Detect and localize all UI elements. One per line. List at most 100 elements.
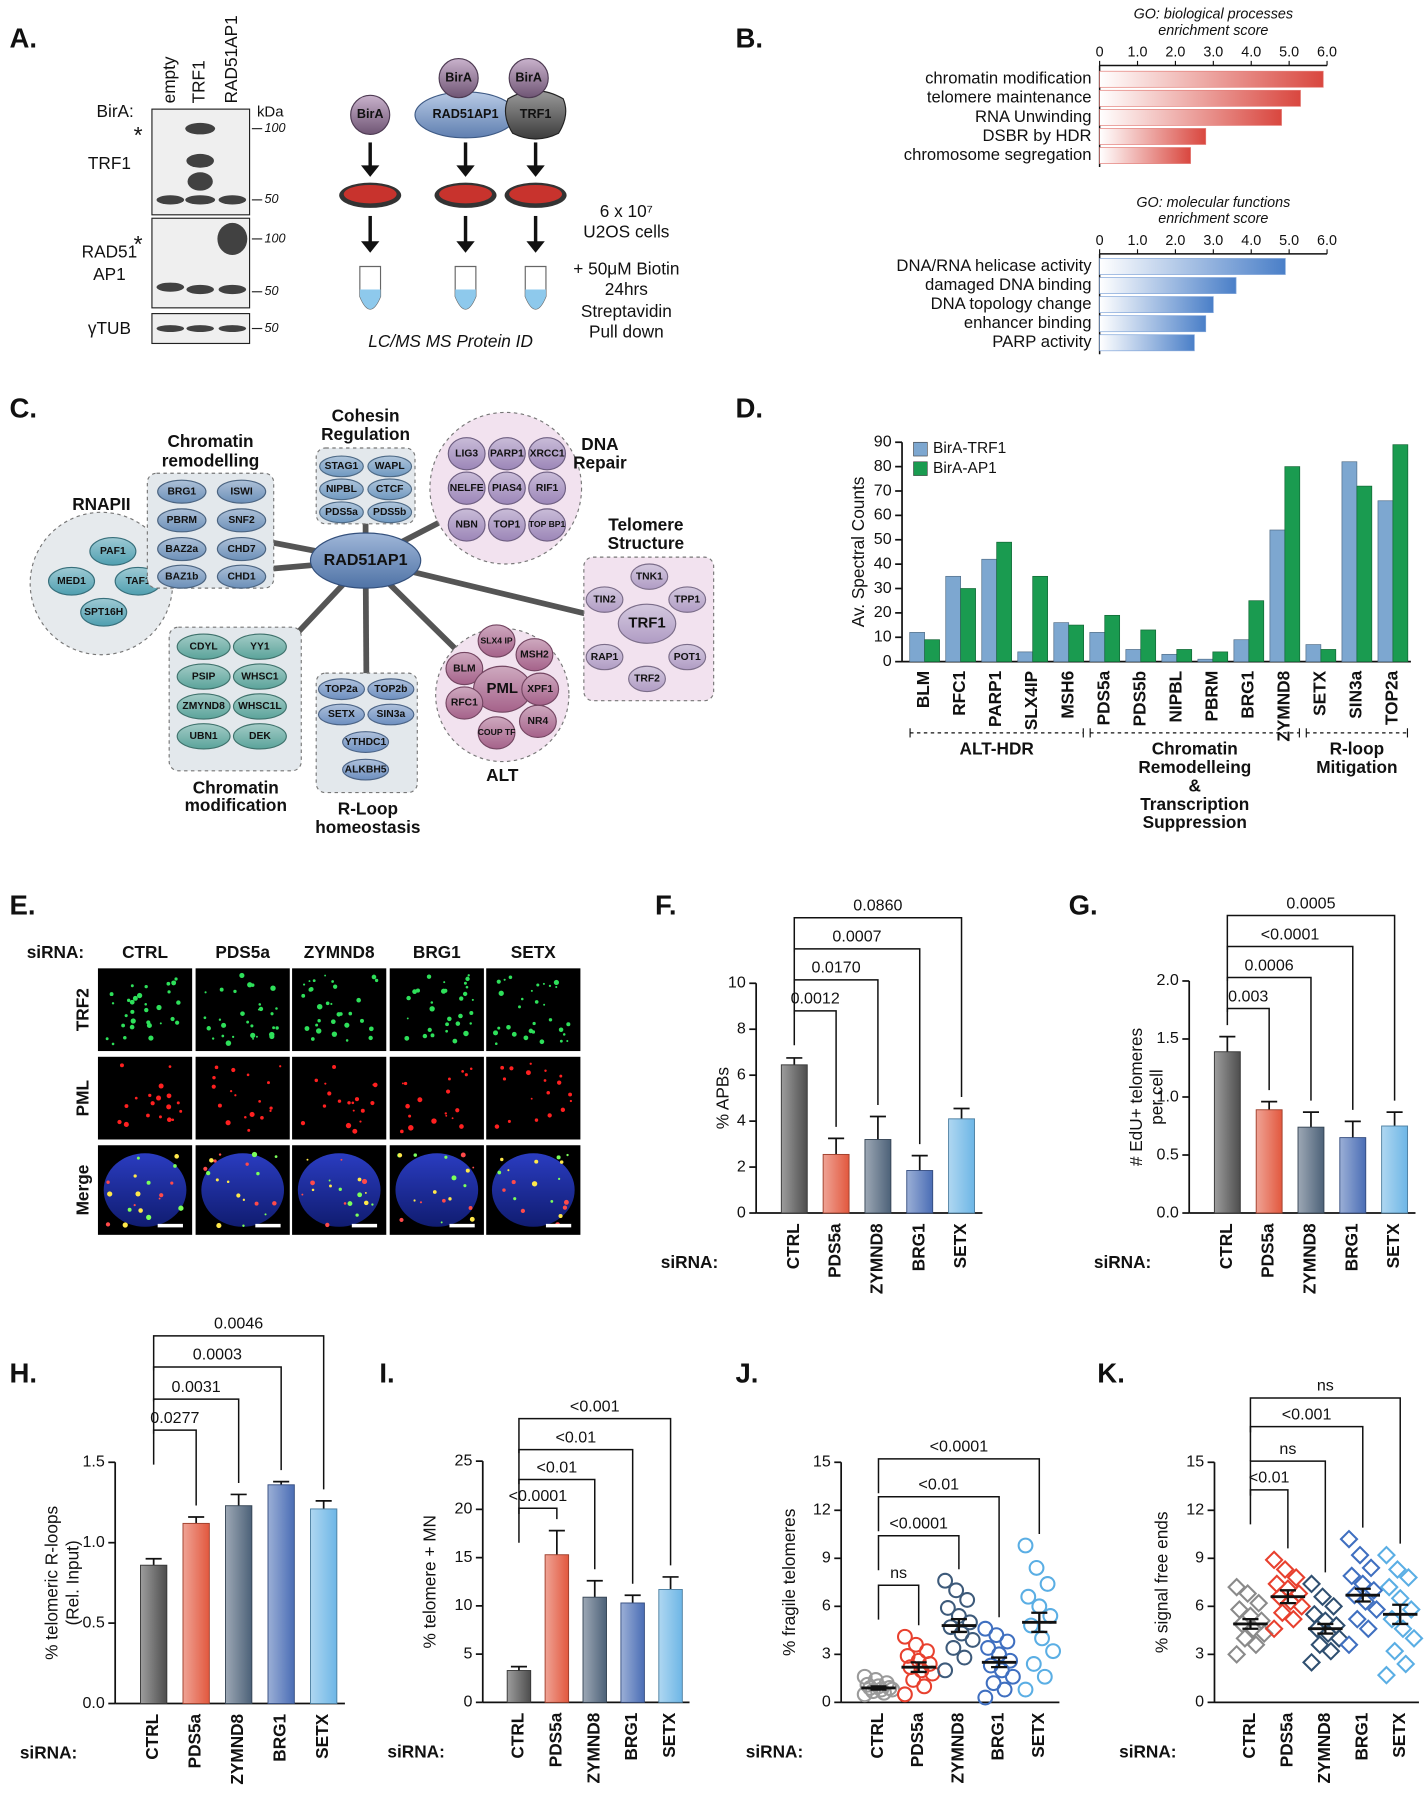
data-point bbox=[1385, 1641, 1405, 1661]
focus bbox=[455, 1108, 460, 1113]
bar bbox=[310, 1508, 338, 1704]
data-point bbox=[1342, 1566, 1362, 1586]
significance-bracket bbox=[1226, 914, 1396, 1101]
focus bbox=[345, 1039, 349, 1042]
group-label: Mitigation bbox=[1316, 757, 1397, 777]
focus bbox=[317, 1018, 321, 1023]
focus bbox=[553, 979, 560, 986]
data-point bbox=[1382, 1609, 1402, 1629]
focus bbox=[544, 1069, 547, 1072]
significance-bracket bbox=[518, 1478, 596, 1570]
chart-title: GO: molecular functions bbox=[1136, 195, 1290, 211]
focus bbox=[363, 1200, 369, 1206]
focus bbox=[546, 1090, 551, 1095]
focus bbox=[469, 1022, 472, 1025]
focus bbox=[465, 1168, 470, 1173]
bar bbox=[1099, 277, 1237, 294]
focus bbox=[422, 1033, 428, 1039]
focus bbox=[242, 1224, 245, 1227]
protein-label: STAG1 bbox=[325, 461, 359, 472]
focus bbox=[212, 1075, 216, 1080]
category-label: telomere maintenance bbox=[927, 88, 1092, 107]
fusion-label: TRF1 bbox=[520, 107, 552, 121]
focus bbox=[357, 1177, 362, 1182]
column-label: CTRL bbox=[122, 942, 168, 962]
focus bbox=[562, 1033, 566, 1036]
data-point bbox=[1227, 1644, 1247, 1664]
protein-node bbox=[617, 603, 677, 644]
focus bbox=[308, 987, 313, 992]
blot-band bbox=[186, 325, 214, 332]
x-tick-label: PDS5a bbox=[1093, 670, 1113, 725]
focus bbox=[528, 1028, 534, 1034]
panel-label: E. bbox=[10, 890, 36, 921]
focus bbox=[557, 1080, 562, 1085]
protein-label: TOP2a bbox=[325, 684, 358, 695]
focus bbox=[144, 1007, 149, 1013]
significance-label: <0.0001 bbox=[1261, 925, 1320, 943]
focus bbox=[494, 1124, 500, 1129]
focus bbox=[231, 1035, 235, 1039]
focus bbox=[469, 1067, 473, 1070]
x-tick-label: 3.0 bbox=[1203, 233, 1223, 249]
bar bbox=[1255, 1109, 1283, 1214]
focus bbox=[547, 1113, 552, 1118]
focus bbox=[312, 979, 316, 983]
focus bbox=[532, 1021, 536, 1026]
bar bbox=[658, 1589, 683, 1703]
focus bbox=[397, 1153, 403, 1158]
bar bbox=[1099, 334, 1195, 352]
focus bbox=[130, 984, 134, 988]
protein-node bbox=[477, 624, 516, 658]
bar bbox=[1017, 651, 1034, 662]
protein-node bbox=[342, 758, 390, 781]
data-point bbox=[1249, 1593, 1269, 1613]
data-point bbox=[1235, 1628, 1255, 1648]
panel-label: H. bbox=[10, 1357, 38, 1388]
protein-label: SLX4 IP bbox=[481, 635, 513, 645]
blot-band bbox=[156, 325, 185, 332]
focus bbox=[215, 1178, 219, 1182]
focus bbox=[178, 1205, 184, 1211]
y-tick-label: 25 bbox=[455, 1451, 473, 1469]
focus bbox=[569, 1099, 573, 1103]
focus bbox=[440, 1221, 443, 1224]
y-tick-label: 10 bbox=[874, 628, 892, 646]
focus bbox=[331, 1031, 338, 1037]
column-label: ZYMND8 bbox=[304, 942, 375, 962]
significance-bracket bbox=[1226, 1007, 1270, 1091]
focus bbox=[168, 1065, 172, 1068]
data-point bbox=[1396, 1654, 1416, 1674]
protein-label: BLM bbox=[453, 663, 475, 674]
focus bbox=[111, 1002, 115, 1005]
significance-bracket bbox=[152, 1366, 282, 1471]
focus bbox=[559, 1160, 564, 1164]
focus bbox=[539, 1039, 545, 1045]
focus bbox=[327, 1091, 332, 1096]
x-prefix: siRNA: bbox=[20, 1743, 77, 1763]
panel-label: B. bbox=[735, 22, 763, 53]
protein-label: PDS5b bbox=[373, 507, 406, 518]
focus bbox=[270, 1012, 274, 1016]
focus bbox=[371, 974, 377, 980]
focus bbox=[430, 1001, 434, 1004]
x-tick-label: BRG1 bbox=[1237, 670, 1257, 718]
focus bbox=[523, 1035, 529, 1041]
bar bbox=[1392, 444, 1409, 662]
y-tick-label: 0 bbox=[737, 1203, 746, 1221]
significance-label: <0.01 bbox=[555, 1428, 596, 1446]
focus bbox=[498, 990, 504, 996]
panel-label: J. bbox=[735, 1357, 758, 1388]
focus bbox=[249, 1111, 255, 1117]
x-tick-label: 2.0 bbox=[1165, 45, 1185, 61]
bar bbox=[267, 1484, 295, 1704]
x-tick-label: CTRL bbox=[507, 1713, 527, 1759]
focus bbox=[306, 1158, 309, 1161]
bar bbox=[909, 632, 925, 662]
legend-label: BirA-TRF1 bbox=[933, 440, 1006, 457]
focus bbox=[364, 1191, 367, 1194]
focus bbox=[444, 1112, 448, 1115]
significance-label: <0.001 bbox=[1282, 1405, 1332, 1423]
focus bbox=[467, 974, 470, 977]
focus bbox=[269, 1109, 272, 1112]
